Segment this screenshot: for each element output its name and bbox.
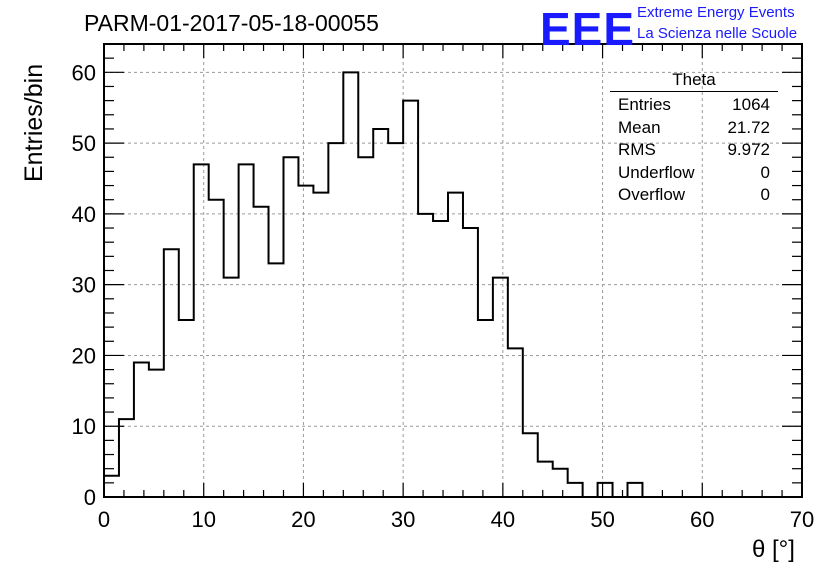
y-axis-label: Entries/bin (20, 63, 48, 182)
y-tick-label: 40 (72, 202, 96, 227)
chart-title: PARM-01-2017-05-18-00055 (84, 10, 379, 36)
y-tick-label: 60 (72, 60, 96, 85)
x-tick-label: 50 (590, 507, 614, 532)
stats-title: Theta (610, 70, 778, 92)
stats-row-overflow: Overflow 0 (610, 184, 778, 207)
stats-label: Underflow (618, 162, 695, 182)
x-tick-label: 20 (291, 507, 315, 532)
x-tick-label: 40 (491, 507, 515, 532)
x-tick-label: 60 (690, 507, 714, 532)
stats-label: Overflow (618, 185, 686, 204)
y-tick-label: 50 (72, 131, 96, 156)
logo-text-line1: Extreme Energy Events (637, 4, 795, 21)
y-tick-label: 0 (84, 485, 96, 510)
stats-label: RMS (618, 140, 656, 159)
stats-row-mean: Mean 21.72 (610, 117, 778, 140)
y-tick-label: 20 (72, 343, 96, 368)
eee-logo: EEE (540, 3, 636, 55)
stats-value: 0 (760, 162, 770, 182)
x-tick-label: 30 (391, 507, 415, 532)
x-axis-label: θ [°] (752, 536, 795, 563)
stats-row-rms: RMS 9.972 (610, 139, 778, 162)
stats-row-entries: Entries 1064 (610, 94, 778, 117)
logo-text-line2: La Scienza nelle Scuole (637, 25, 798, 42)
stats-box: Theta Entries 1064 Mean 21.72 RMS 9.972 … (610, 70, 778, 207)
y-tick-label: 10 (72, 414, 96, 439)
x-tick-label: 0 (98, 507, 110, 532)
stats-label: Mean (618, 117, 661, 137)
stats-value: 1064 (732, 95, 770, 114)
histogram-series (103, 71, 644, 498)
x-tick-label: 70 (790, 507, 814, 532)
x-tick-label: 10 (191, 507, 215, 532)
y-tick-label: 30 (72, 273, 96, 298)
stats-row-underflow: Underflow 0 (610, 162, 778, 185)
stats-value: 0 (760, 185, 770, 204)
stats-label: Entries (618, 95, 671, 114)
stats-value: 9.972 (727, 140, 770, 159)
stats-value: 21.72 (727, 117, 770, 137)
